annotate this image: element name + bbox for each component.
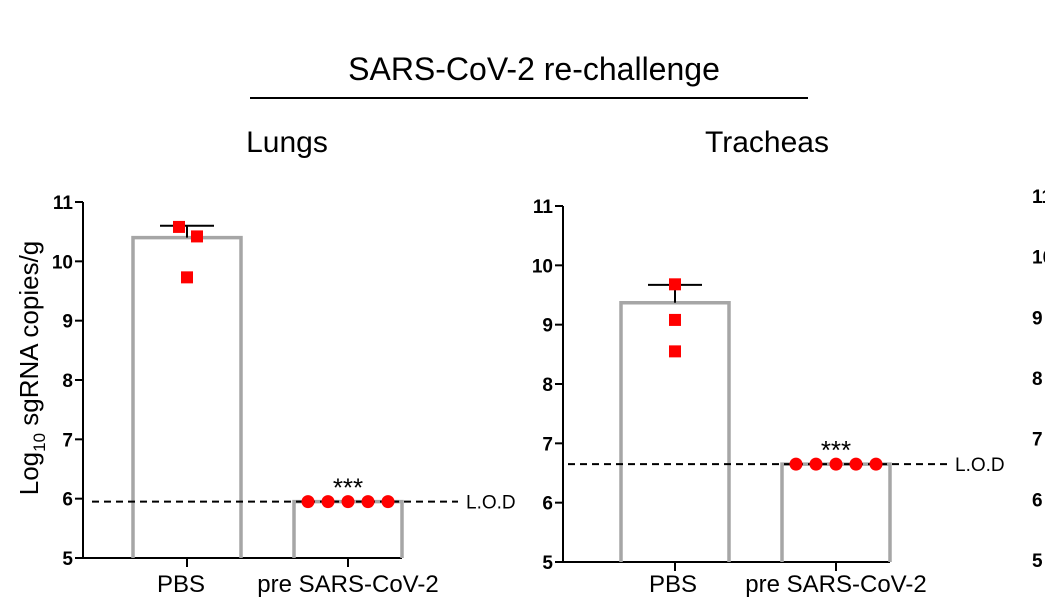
- data-point: [669, 313, 681, 326]
- y-axis-label-subscript: 10: [30, 433, 49, 452]
- y-axis-label-rest: sgRNA copies/g: [14, 241, 44, 433]
- lungs-panel-title: Lungs: [246, 126, 328, 159]
- bar-1: [131, 235, 243, 558]
- y-tick-label: 6: [62, 490, 73, 511]
- y-tick-label: 6: [542, 494, 553, 515]
- x-category-label: PBS: [157, 571, 205, 598]
- y-tick-label: 6: [1032, 490, 1043, 511]
- y-tick-label: 5: [542, 553, 553, 574]
- data-point: [829, 457, 843, 471]
- data-point: [341, 495, 355, 509]
- tracheas-panel-title: Tracheas: [705, 126, 829, 159]
- bar-2: [292, 499, 404, 558]
- significance-label: ***: [821, 435, 851, 465]
- y-axis-label-main: Log: [14, 452, 44, 495]
- y-tick-label: 11: [533, 197, 554, 218]
- third-panel: 5 6 7 8 9 10 11: [1032, 187, 1045, 572]
- y-tick-label: 8: [62, 371, 73, 392]
- x-category-label: PBS: [649, 571, 697, 598]
- y-tick-label: 11: [1032, 187, 1045, 208]
- y-tick-label: 9: [542, 316, 553, 337]
- lungs-panel: Lungs 5 6 7 8 9 10 11 L.O.D *** PBS pre SARS-CoV-2: [52, 126, 516, 598]
- y-tick-label: 10: [1032, 248, 1045, 269]
- data-point: [173, 220, 185, 233]
- tracheas-panel: Tracheas 5 6 7 8 9 10 11 L.O.D *** PBS pre SARS-Co…: [532, 126, 1005, 598]
- y-tick-label: 7: [1032, 430, 1043, 451]
- data-point: [381, 495, 395, 509]
- y-tick-label: 11: [53, 193, 74, 214]
- y-tick-label: 8: [1032, 369, 1043, 390]
- x-category-label: pre SARS-CoV-2: [257, 571, 438, 598]
- lod-label: L.O.D: [466, 493, 516, 514]
- y-tick-label: 8: [542, 375, 553, 396]
- data-point: [849, 457, 863, 471]
- main-title: SARS-CoV-2 re-challenge: [348, 51, 720, 87]
- y-tick-label: 5: [1032, 551, 1043, 572]
- data-point: [869, 457, 883, 471]
- data-point: [669, 278, 681, 291]
- data-point: [809, 457, 823, 471]
- y-tick-label: 9: [62, 312, 73, 333]
- data-point: [191, 230, 203, 243]
- data-point: [789, 457, 803, 471]
- y-tick-label: 10: [532, 256, 553, 277]
- lod-label: L.O.D: [955, 455, 1005, 476]
- bar-1: [619, 300, 731, 562]
- data-point: [181, 271, 193, 284]
- y-tick-label: 5: [62, 549, 73, 570]
- significance-label: ***: [333, 473, 363, 503]
- y-tick-label: 10: [52, 252, 73, 273]
- y-tick-label: 7: [62, 430, 73, 451]
- bar-2: [780, 462, 892, 562]
- data-point: [669, 345, 681, 358]
- y-tick-label: 7: [542, 434, 553, 455]
- y-axis-label: Log10 sgRNA copies/g: [14, 241, 49, 496]
- y-tick-label: 9: [1032, 308, 1043, 329]
- data-point: [301, 495, 315, 509]
- x-category-label: pre SARS-CoV-2: [745, 571, 926, 598]
- data-point: [361, 495, 375, 509]
- data-point: [321, 495, 335, 509]
